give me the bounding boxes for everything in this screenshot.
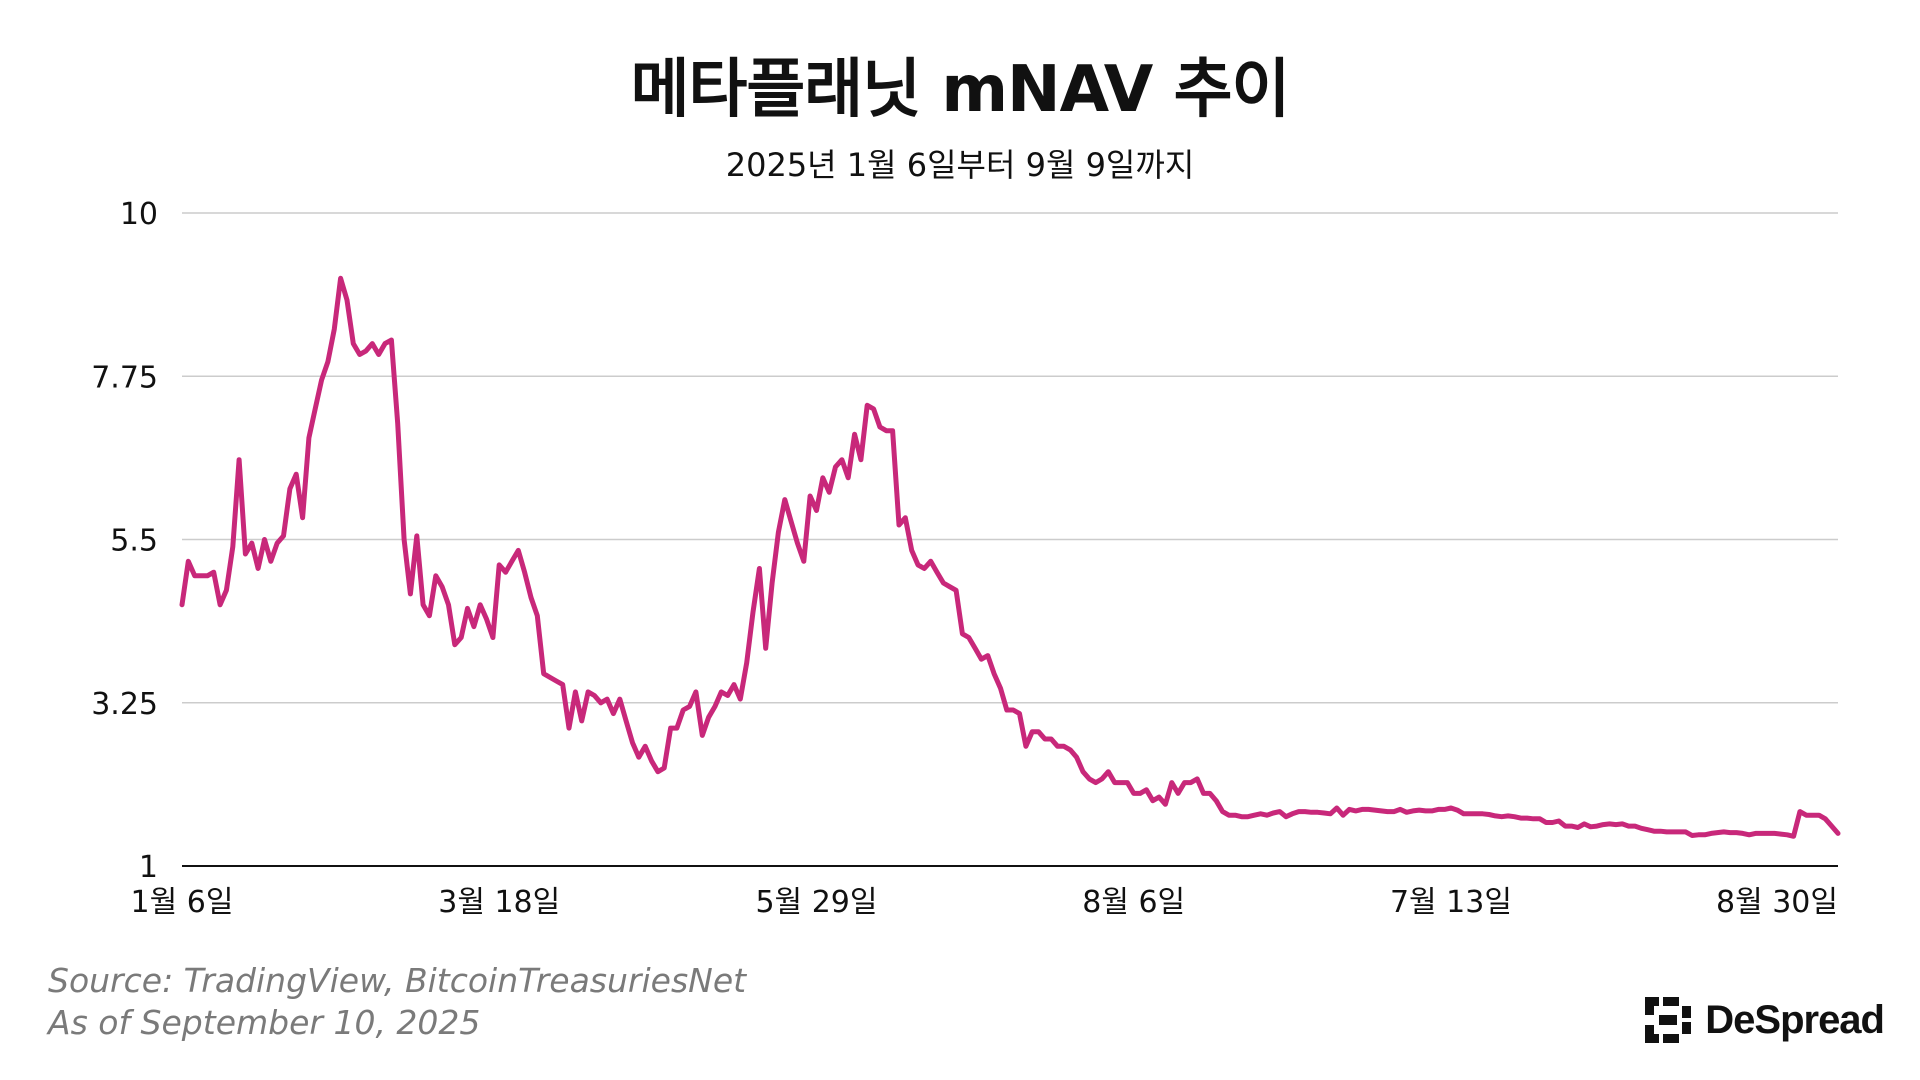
series-layer xyxy=(179,275,1841,839)
x-tick-label: 3월 18일 xyxy=(438,885,560,920)
brand-logo: DeSpread xyxy=(1645,992,1885,1048)
mnav-series-line xyxy=(179,275,1841,839)
as-of-line: As of September 10, 2025 xyxy=(48,1003,481,1042)
brand-name: DeSpread xyxy=(1705,997,1885,1042)
x-tick-label: 1월 6일 xyxy=(131,885,234,920)
chart-subtitle: 2025년 1월 6일부터 9월 9일까지 xyxy=(725,146,1195,184)
y-tick-label: 3.25 xyxy=(91,687,158,722)
x-tick-label: 8월 6일 xyxy=(1082,885,1185,920)
y-tick-label: 7.75 xyxy=(91,360,158,395)
x-tick-label: 5월 29일 xyxy=(755,885,877,920)
chart-title: 메타플래닛 mNAV 추이 xyxy=(630,53,1291,127)
grid-layer xyxy=(182,212,1838,867)
x-tick-label: 7월 13일 xyxy=(1390,885,1512,920)
source-note: Source: TradingView, BitcoinTreasuriesNe… xyxy=(48,960,746,1044)
x-axis-ticks: 1월 6일 3월 18일 5월 29일 8월 6일 7월 13일 8월 30일 xyxy=(131,885,1838,920)
despread-logo-icon xyxy=(1645,997,1692,1043)
y-axis-ticks: 10 7.75 5.5 3.25 1 xyxy=(91,197,158,885)
x-tick-label: 8월 30일 xyxy=(1716,885,1838,920)
y-tick-label: 5.5 xyxy=(110,524,158,559)
y-tick-label: 1 xyxy=(139,850,158,885)
y-tick-label: 10 xyxy=(120,197,158,232)
source-line: Source: TradingView, BitcoinTreasuriesNe… xyxy=(48,961,747,1000)
